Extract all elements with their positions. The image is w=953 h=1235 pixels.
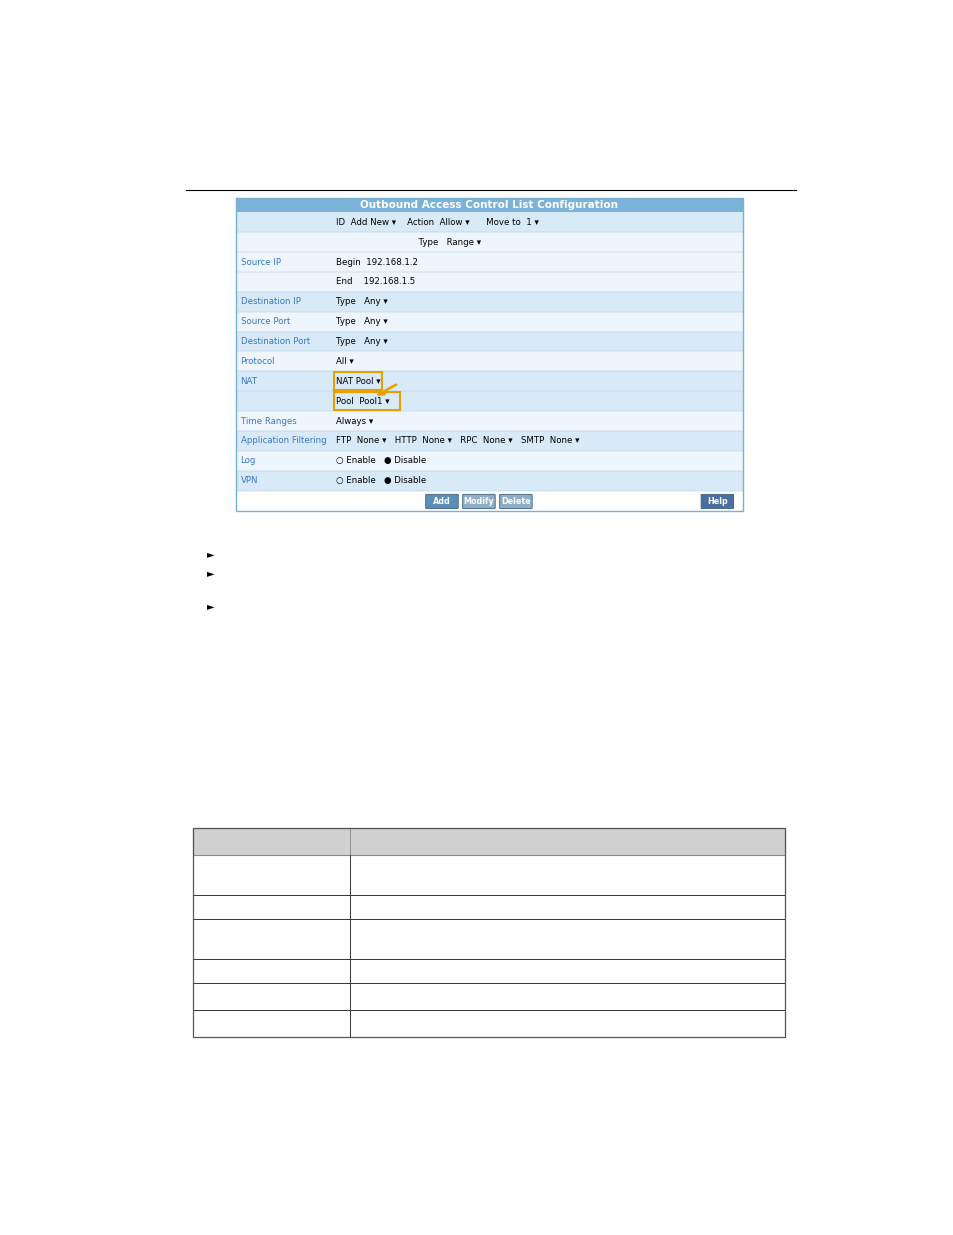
Text: ►: ► [206, 568, 213, 578]
Bar [235, 471, 741, 490]
Text: Delete: Delete [500, 496, 530, 506]
Text: Source IP: Source IP [240, 258, 280, 267]
Text: Log: Log [240, 456, 255, 466]
Text: All ▾: All ▾ [335, 357, 354, 366]
FancyBboxPatch shape [700, 494, 733, 509]
Text: Always ▾: Always ▾ [335, 416, 373, 426]
Bar [334, 372, 381, 390]
Text: Outbound Access Control List Configuration: Outbound Access Control List Configurati… [360, 200, 618, 210]
FancyBboxPatch shape [462, 494, 495, 509]
Text: ►: ► [206, 601, 213, 611]
Text: Destination IP: Destination IP [240, 298, 300, 306]
Bar [235, 232, 741, 252]
Text: End    192.168.1.5: End 192.168.1.5 [335, 278, 415, 287]
Bar [235, 198, 741, 511]
Bar [235, 311, 741, 331]
Text: NAT: NAT [240, 377, 257, 385]
Text: Destination Port: Destination Port [240, 337, 310, 346]
Text: Begin  192.168.1.2: Begin 192.168.1.2 [335, 258, 417, 267]
Text: Type   Range ▾: Type Range ▾ [335, 237, 480, 247]
Text: Protocol: Protocol [240, 357, 274, 366]
Text: Type   Any ▾: Type Any ▾ [335, 337, 387, 346]
Text: Type   Any ▾: Type Any ▾ [335, 317, 387, 326]
Text: Type   Any ▾: Type Any ▾ [335, 298, 387, 306]
Bar [193, 1010, 783, 1037]
FancyBboxPatch shape [499, 494, 532, 509]
Bar [235, 252, 741, 272]
Bar [235, 198, 741, 212]
Text: ►: ► [206, 550, 213, 559]
Bar [193, 919, 783, 960]
Text: Time Ranges: Time Ranges [240, 416, 296, 426]
Bar [235, 198, 741, 511]
Bar [235, 411, 741, 431]
Bar [193, 895, 783, 919]
Bar [235, 331, 741, 352]
Bar [193, 856, 783, 895]
Text: FTP  None ▾   HTTP  None ▾   RPC  None ▾   SMTP  None ▾: FTP None ▾ HTTP None ▾ RPC None ▾ SMTP N… [335, 436, 578, 446]
Bar [193, 829, 783, 856]
Text: Help: Help [706, 496, 727, 506]
Bar [193, 960, 783, 983]
Text: Modify: Modify [463, 496, 494, 506]
Bar [193, 829, 783, 1037]
Text: ○ Enable   ● Disable: ○ Enable ● Disable [335, 477, 426, 485]
Bar [235, 431, 741, 451]
Bar [235, 291, 741, 311]
Bar [235, 451, 741, 471]
Bar [193, 829, 783, 856]
Text: Application Filtering: Application Filtering [240, 436, 326, 446]
Bar [193, 983, 783, 1010]
FancyBboxPatch shape [425, 494, 457, 509]
Text: NAT Pool ▾: NAT Pool ▾ [335, 377, 380, 385]
Bar [235, 352, 741, 372]
Text: Add: Add [433, 496, 451, 506]
Text: Pool  Pool1 ▾: Pool Pool1 ▾ [335, 396, 389, 405]
Text: Source Port: Source Port [240, 317, 290, 326]
Text: ID  Add New ▾    Action  Allow ▾      Move to  1 ▾: ID Add New ▾ Action Allow ▾ Move to 1 ▾ [335, 217, 538, 227]
Bar [235, 212, 741, 232]
Bar [334, 393, 400, 410]
Bar [235, 391, 741, 411]
Bar [235, 272, 741, 291]
Bar [235, 372, 741, 391]
Text: VPN: VPN [240, 477, 257, 485]
Text: ○ Enable   ● Disable: ○ Enable ● Disable [335, 456, 426, 466]
